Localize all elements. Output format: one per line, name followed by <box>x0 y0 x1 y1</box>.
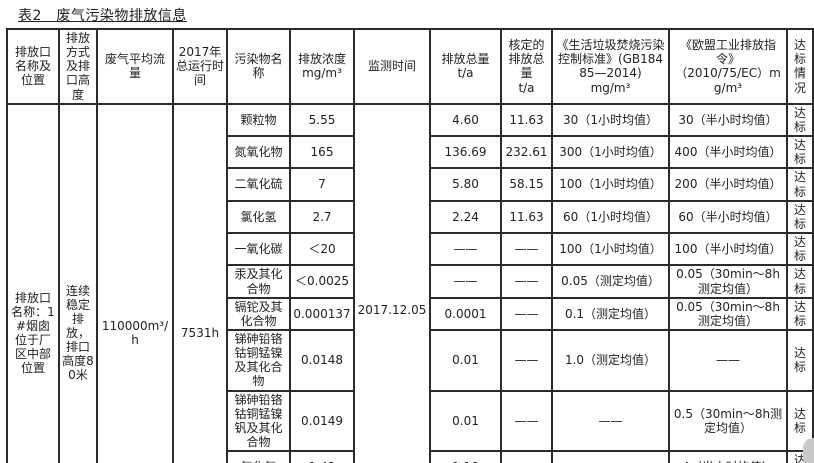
gb-standard-cell: 1.0（测定均值） <box>551 328 670 392</box>
approved-cell: —— <box>500 296 553 331</box>
pollutant-cell: 氮氧化物 <box>226 135 291 170</box>
mode-cell: 连续稳定排放，排口高度80米 <box>58 102 98 463</box>
page-title: 表2 废气污染物排放信息 <box>18 8 187 24</box>
table-row: 镉铊及其化合物 0.000137 0.0001 —— 0.1（测定均值） 0.0… <box>7 296 814 331</box>
approved-cell: 11.63 <box>500 102 553 138</box>
pollutant-cell: 锑砷铅铬钴铜锰镍及其化合物 <box>226 328 291 392</box>
table-row: 排放口名称：1#烟囱 位于厂区中部位置 连续稳定排放，排口高度80米 11000… <box>6 102 814 463</box>
approved-cell: 11.63 <box>500 199 553 235</box>
eu-directive-cell: 200（半小时均值） <box>668 167 788 202</box>
eu-directive-cell: 4（半小时均值） <box>668 450 788 463</box>
table-row: 氮氧化物 165 136.69 232.61 300（1小时均值） 400（半小… <box>7 135 814 170</box>
header-monitor-time: 监测时间 <box>353 28 431 105</box>
header-gb-standard: 《生活垃圾焚烧污染控制标准》(GB18485—2014) mg/m³ <box>551 28 670 105</box>
pollutant-cell: 锑砷铅铬钴铜锰镍钒及其化合物 <box>226 389 291 453</box>
concentration-cell: ＜20 <box>289 232 355 267</box>
concentration-cell: 7 <box>289 167 355 202</box>
header-approved: 核定的排放总量 t/a <box>500 28 553 105</box>
pollutant-cell: 氯化氢 <box>226 199 291 235</box>
gb-standard-cell: 300（1小时均值） <box>551 135 670 170</box>
emissions-table: 排放口名称及位置 排放方式及排口高度 废气平均流量 2017年总运行时间 污染物… <box>6 28 814 463</box>
pollutant-cell: 镉铊及其化合物 <box>226 296 291 331</box>
approved-cell: —— <box>500 450 553 463</box>
concentration-cell: 0.0149 <box>289 389 355 453</box>
status-cell: 达标 <box>786 135 814 170</box>
status-cell: 达标 <box>786 167 814 202</box>
header-eu-directive: 《欧盟工业排放指令》 （2010/75/EC）mg/m³ <box>668 28 788 105</box>
concentration-cell: 0.000137 <box>289 296 355 331</box>
table-row: 锑砷铅铬钴铜锰镍及其化合物 0.0148 0.01 —— 1.0（测定均值） —… <box>7 328 814 392</box>
flow-cell: 110000m³/h <box>96 102 174 463</box>
eu-directive-cell: —— <box>668 328 788 392</box>
total-cell: 4.60 <box>429 102 502 138</box>
gb-standard-cell: 100（1小时均值） <box>551 232 670 267</box>
gb-standard-cell: 100（1小时均值） <box>551 167 670 202</box>
header-total: 排放总量 t/a <box>429 28 502 105</box>
pollutant-cell: 氟化氢 <box>226 450 291 463</box>
header-hours: 2017年总运行时间 <box>172 28 228 105</box>
concentration-cell: 5.55 <box>289 102 355 138</box>
gb-standard-cell: 0.05（测定均值） <box>551 264 670 299</box>
concentration-cell: 2.7 <box>289 199 355 235</box>
concentration-cell: 1.42 <box>289 450 355 463</box>
approved-cell: 58.15 <box>500 167 553 202</box>
header-pollutant: 污染物名称 <box>226 28 291 105</box>
approved-cell: —— <box>500 264 553 299</box>
pollutant-cell: 汞及其化合物 <box>226 264 291 299</box>
eu-directive-cell: 30（半小时均值） <box>668 102 788 138</box>
header-row: 排放口名称及位置 排放方式及排口高度 废气平均流量 2017年总运行时间 污染物… <box>6 28 814 105</box>
approved-cell: 232.61 <box>500 135 553 170</box>
eu-directive-cell: 100（半小时均值） <box>668 232 788 267</box>
total-cell: 0.01 <box>429 328 502 392</box>
total-cell: 0.01 <box>429 389 502 453</box>
status-cell: 达标 <box>786 102 814 138</box>
table-row: 一氧化碳 ＜20 —— —— 100（1小时均值） 100（半小时均值） 达标 <box>7 232 814 267</box>
gb-standard-cell: 0.1（测定均值） <box>551 296 670 331</box>
header-mode: 排放方式及排口高度 <box>58 28 98 105</box>
total-cell: 136.69 <box>429 135 502 170</box>
gb-standard-cell: 30（1小时均值） <box>551 102 670 138</box>
eu-directive-cell: 60（半小时均值） <box>668 199 788 235</box>
header-flow: 废气平均流量 <box>96 28 174 105</box>
outlet-cell: 排放口名称：1#烟囱 位于厂区中部位置 <box>6 102 60 463</box>
monitor-time-cell: 2017.12.05 <box>353 102 431 463</box>
eu-directive-cell: 0.05（30min～8h测定均值） <box>668 296 788 331</box>
pollutant-cell: 颗粒物 <box>226 102 291 138</box>
header-outlet: 排放口名称及位置 <box>6 28 60 105</box>
gb-standard-cell: —— <box>551 450 670 463</box>
total-cell: 5.80 <box>429 167 502 202</box>
concentration-cell: ＜0.0025 <box>289 264 355 299</box>
status-cell: 达标 <box>786 328 814 392</box>
pollutant-cell: 二氧化硫 <box>226 167 291 202</box>
gb-standard-cell: —— <box>551 389 670 453</box>
status-cell: 达标 <box>786 296 814 331</box>
table-row: 氯化氢 2.7 2.24 11.63 60（1小时均值） 60（半小时均值） 达… <box>7 199 814 235</box>
eu-directive-cell: 0.5（30min～8h测定均值） <box>668 389 788 453</box>
concentration-cell: 165 <box>289 135 355 170</box>
approved-cell: —— <box>500 389 553 453</box>
header-concentration: 排放浓度 mg/m³ <box>289 28 355 105</box>
approved-cell: —— <box>500 328 553 392</box>
table-row: 二氧化硫 7 5.80 58.15 100（1小时均值） 200（半小时均值） … <box>7 167 814 202</box>
table-row: 锑砷铅铬钴铜锰镍钒及其化合物 0.0149 0.01 —— —— 0.5（30m… <box>7 389 814 453</box>
eu-directive-cell: 0.05（30min～8h测定均值） <box>668 264 788 299</box>
total-cell: 0.0001 <box>429 296 502 331</box>
header-status: 达标情况 <box>786 28 814 105</box>
table-row: 汞及其化合物 ＜0.0025 —— —— 0.05（测定均值） 0.05（30m… <box>7 264 814 299</box>
pollutant-cell: 一氧化碳 <box>226 232 291 267</box>
status-cell: 达标 <box>786 199 814 235</box>
total-cell: 2.24 <box>429 199 502 235</box>
total-cell: —— <box>429 264 502 299</box>
gb-standard-cell: 60（1小时均值） <box>551 199 670 235</box>
eu-directive-cell: 400（半小时均值） <box>668 135 788 170</box>
total-cell: 1.18 <box>429 450 502 463</box>
approved-cell: —— <box>500 232 553 267</box>
concentration-cell: 0.0148 <box>289 328 355 392</box>
hours-cell: 7531h <box>172 102 228 463</box>
status-cell: 达标 <box>786 264 814 299</box>
total-cell: —— <box>429 232 502 267</box>
floating-corner-widget[interactable] <box>803 438 814 463</box>
status-cell: 达标 <box>786 232 814 267</box>
